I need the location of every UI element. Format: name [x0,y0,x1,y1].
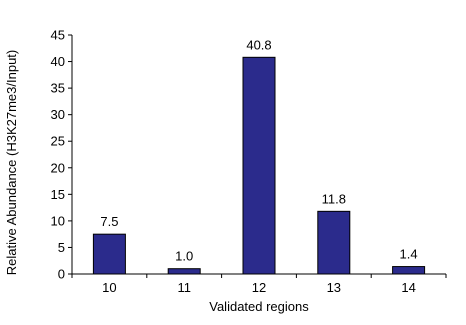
x-tick-label: 12 [252,280,266,295]
y-tick-label: 35 [51,81,65,96]
y-axis-title: Relative Abundance (H3K27me3/Input) [4,50,19,275]
data-label-10: 7.5 [100,214,118,229]
y-tick-label: 15 [51,187,65,202]
data-label-11: 1.0 [175,249,193,264]
y-tick-label: 40 [51,54,65,69]
y-tick-label: 30 [51,107,65,122]
y-tick-label: 0 [58,267,65,282]
data-labels-group: 7.5 1.0 40.8 11.8 1.4 [100,37,417,263]
bar-10 [92,233,126,275]
y-tick-label: 45 [51,28,65,43]
data-label-14: 1.4 [400,247,418,262]
x-axis-title: Validated regions [209,299,309,314]
bar-12 [242,56,276,275]
x-tick-label: 14 [401,280,415,295]
y-tick-label: 10 [51,213,65,228]
x-tick-label: 10 [102,280,116,295]
bars-group [92,56,426,275]
x-tick-label: 13 [327,280,341,295]
y-tick-label: 20 [51,160,65,175]
x-axis: 10 11 12 13 14 [71,273,447,295]
y-tick-label: 5 [58,240,65,255]
data-label-12: 40.8 [246,37,271,52]
data-label-13: 11.8 [322,191,346,206]
bar-13 [317,210,351,275]
y-axis: 0 5 10 15 20 25 30 35 40 45 [51,28,73,282]
bar-14 [392,266,426,275]
y-tick-label: 25 [51,134,65,149]
bar-11 [167,268,201,275]
x-tick-label: 11 [177,280,191,295]
